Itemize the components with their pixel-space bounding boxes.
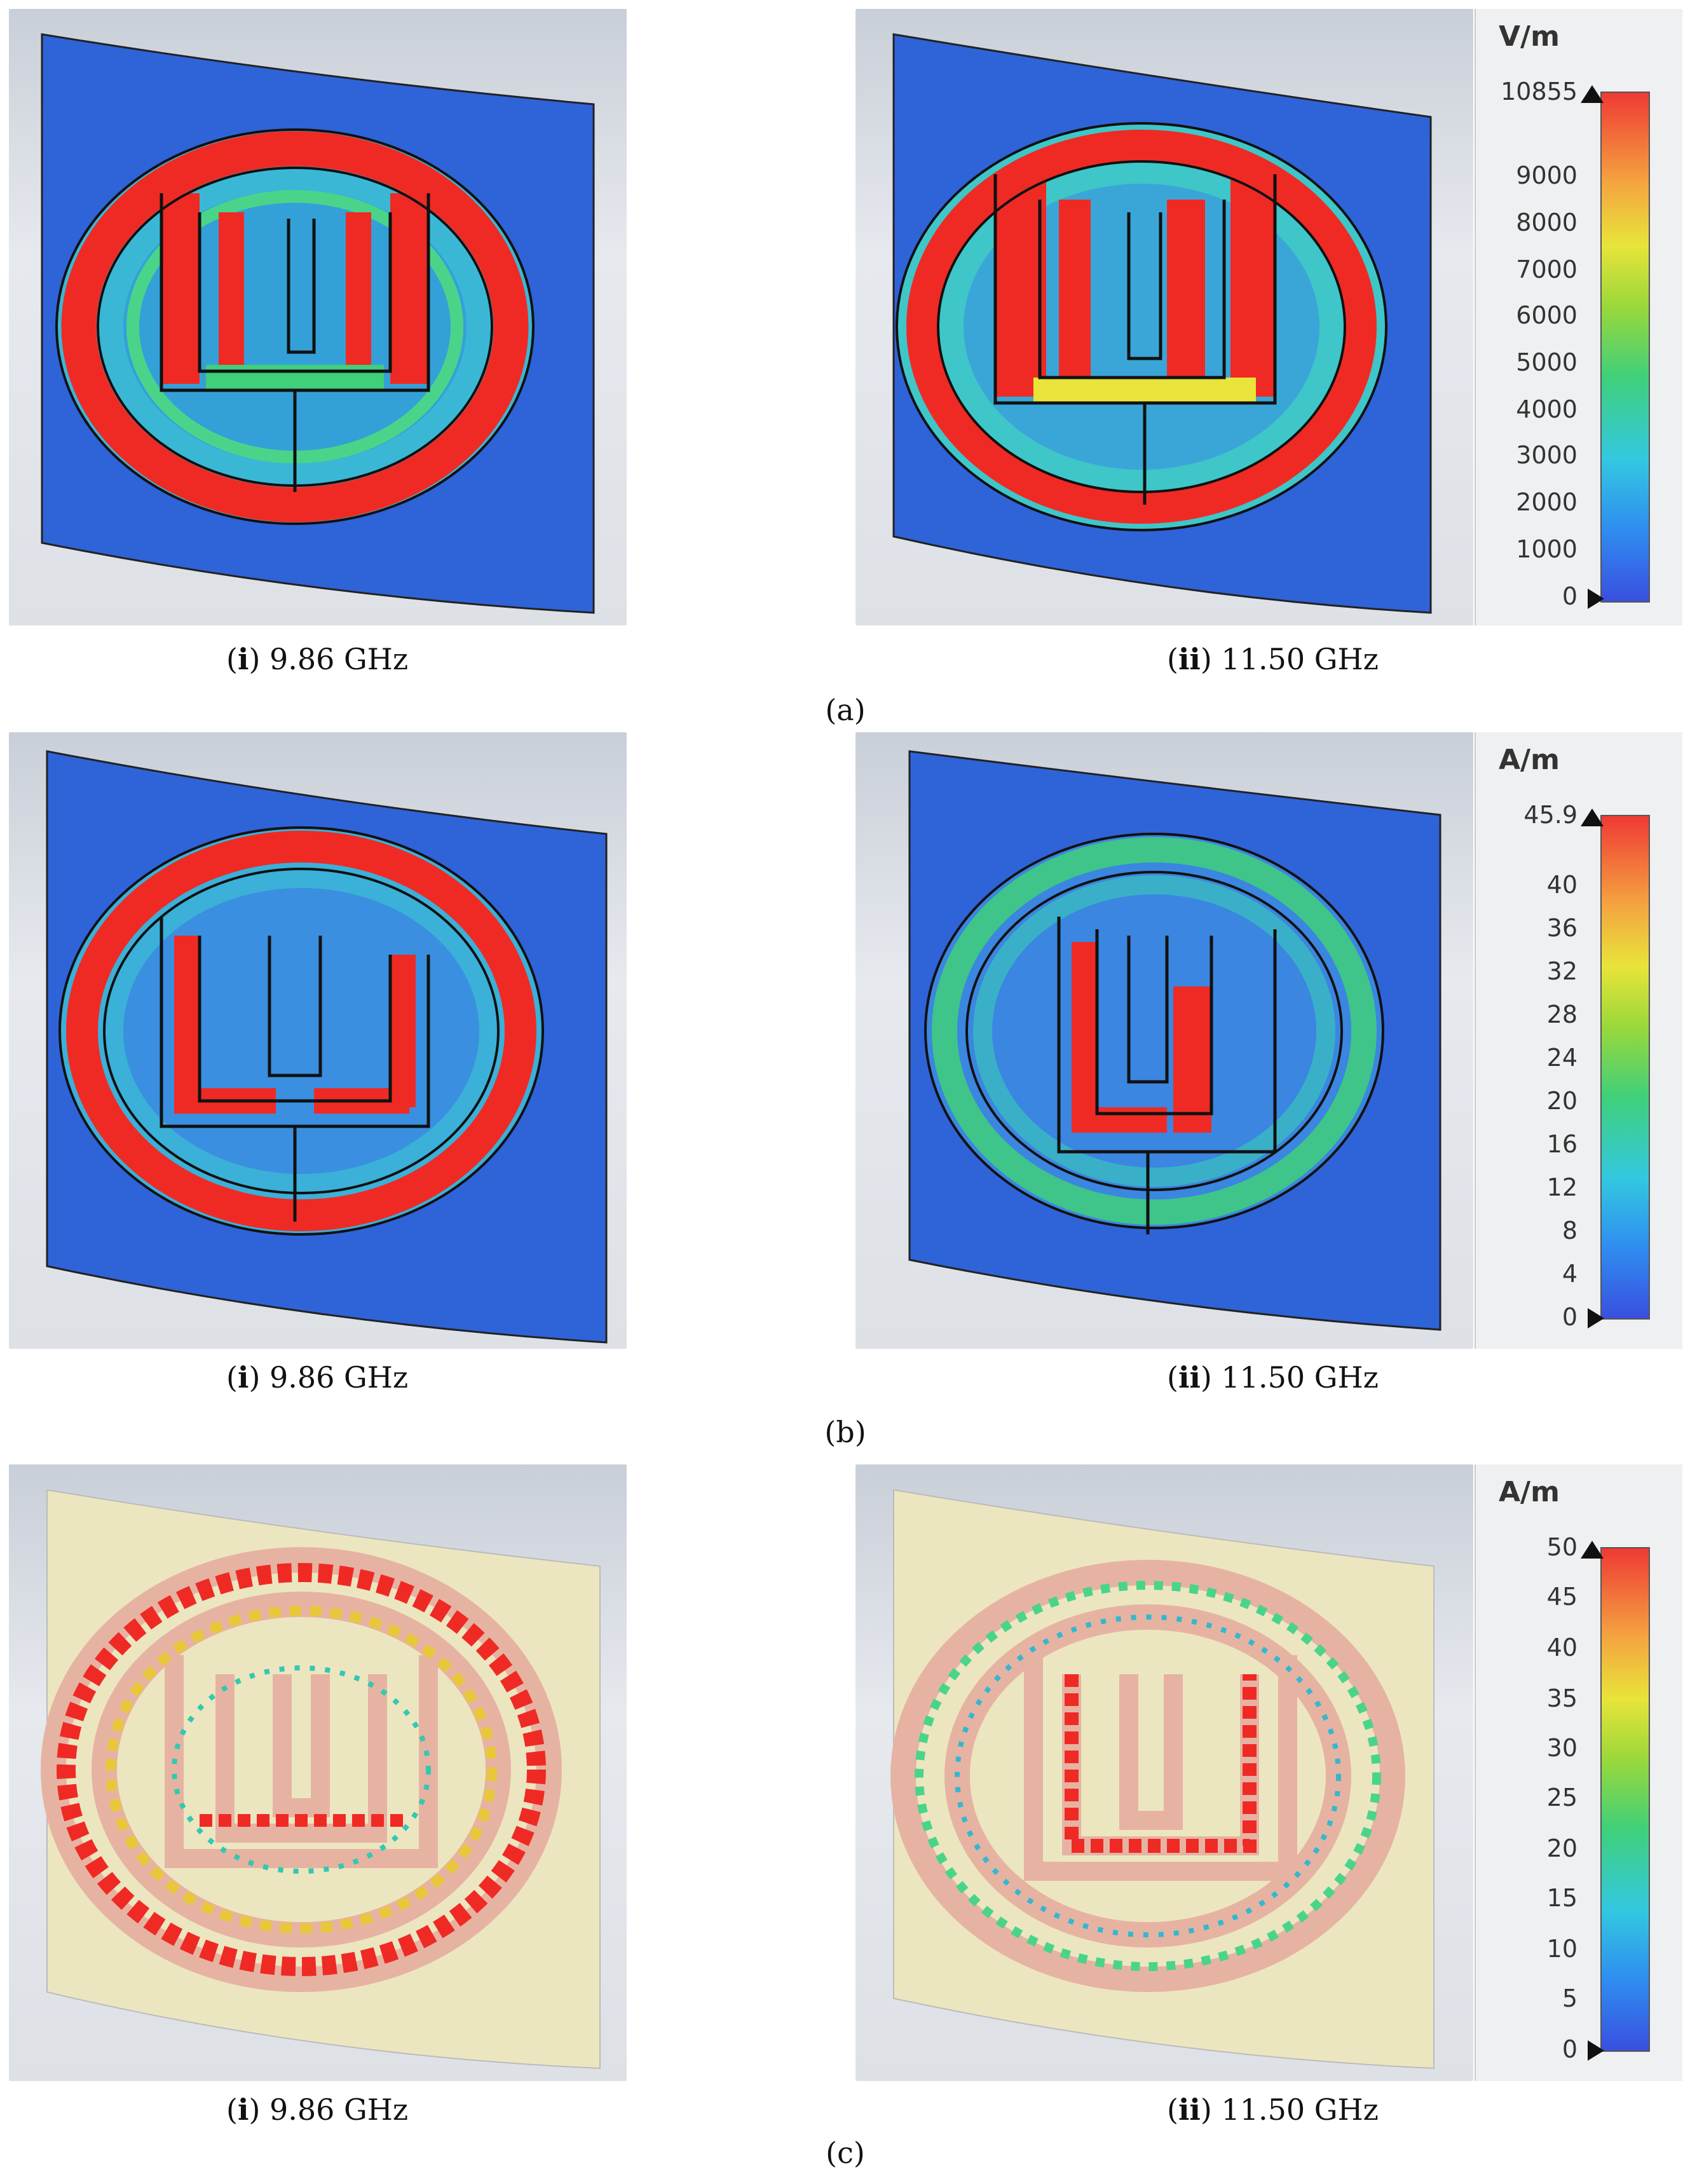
tick-label: 2000 (1516, 488, 1578, 516)
hfield-panel-ii (855, 732, 1473, 1349)
current-panel-ii (855, 1464, 1473, 2081)
tick-label: 4 (1562, 1260, 1578, 1288)
tick-label: 36 (1546, 914, 1578, 942)
max-marker-icon (1581, 809, 1604, 826)
row-label-b: (b) (824, 1415, 866, 1449)
tick-label: 7000 (1516, 256, 1578, 283)
tick-label: 16 (1546, 1130, 1578, 1158)
tick-label: 0 (1562, 582, 1578, 610)
caption-c-ii: (ii) 11.50 GHz (1167, 2092, 1379, 2127)
tick-label: 6000 (1516, 301, 1578, 329)
tick-label: 12 (1546, 1173, 1578, 1201)
tick-label: 8 (1562, 1217, 1578, 1245)
colorbar-b: A/m 45.9 40 36 32 28 24 20 16 12 8 4 0 (1475, 732, 1682, 1349)
tick-label: 25 (1546, 1784, 1578, 1812)
tick-label: 10 (1546, 1935, 1578, 1963)
colorbar-unit: A/m (1499, 1476, 1560, 1508)
tick-label: 32 (1546, 957, 1578, 985)
tick-label: 4000 (1516, 395, 1578, 423)
row-label-c: (c) (826, 2136, 865, 2170)
tick-label: 15 (1546, 1884, 1578, 1912)
caption-c-i: (i) 9.86 GHz (226, 2092, 409, 2127)
tick-label: 35 (1546, 1684, 1578, 1712)
tick-label: 30 (1546, 1734, 1578, 1762)
tick-label: 9000 (1516, 161, 1578, 189)
tick-label: 8000 (1516, 208, 1578, 236)
tick-label: 45 (1546, 1583, 1578, 1611)
tick-label: 40 (1546, 871, 1578, 899)
colorbar-a: V/m 10855 9000 8000 7000 6000 5000 4000 … (1475, 9, 1682, 625)
tick-label: 20 (1546, 1087, 1578, 1115)
min-marker-icon (1588, 1308, 1604, 1328)
max-marker-icon (1581, 1541, 1604, 1559)
caption-a-ii: (ii) 11.50 GHz (1167, 642, 1379, 676)
colorbar-max-label: 50 (1546, 1533, 1578, 1561)
efield-panel-i (9, 9, 627, 625)
caption-b-i: (i) 9.86 GHz (226, 1360, 409, 1395)
tick-label: 40 (1546, 1634, 1578, 1662)
current-panel-i (9, 1464, 627, 2081)
tick-label: 0 (1562, 1303, 1578, 1331)
caption-a-i: (i) 9.86 GHz (226, 642, 409, 676)
tick-label: 20 (1546, 1834, 1578, 1862)
colorbar-max-label: 10855 (1501, 78, 1578, 106)
tick-label: 1000 (1516, 535, 1578, 563)
tick-label: 5 (1562, 1984, 1578, 2012)
tick-label: 24 (1546, 1044, 1578, 1072)
row-label-a: (a) (825, 693, 866, 727)
max-marker-icon (1581, 85, 1604, 103)
tick-label: 0 (1562, 2035, 1578, 2063)
colorbar-unit: V/m (1499, 20, 1560, 53)
min-marker-icon (1588, 2040, 1604, 2061)
min-marker-icon (1588, 589, 1604, 609)
tick-label: 3000 (1516, 441, 1578, 469)
efield-panel-ii (855, 9, 1473, 625)
caption-b-ii: (ii) 11.50 GHz (1167, 1360, 1379, 1395)
colorbar-unit: A/m (1499, 744, 1560, 776)
tick-label: 28 (1546, 1000, 1578, 1028)
colorbar-gradient (1600, 1547, 1650, 2052)
tick-label: 5000 (1516, 348, 1578, 376)
colorbar-c: A/m 50 45 40 35 30 25 20 15 10 5 0 (1475, 1464, 1682, 2081)
colorbar-max-label: 45.9 (1523, 801, 1578, 829)
colorbar-gradient (1600, 92, 1650, 603)
hfield-panel-i (9, 732, 627, 1349)
colorbar-gradient (1600, 815, 1650, 1320)
